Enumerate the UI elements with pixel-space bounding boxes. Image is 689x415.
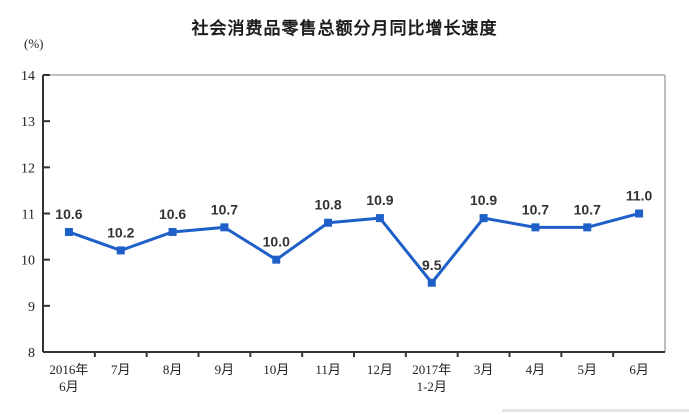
value-label: 10.6 <box>55 206 82 222</box>
x-tick-label: 3月 <box>474 362 494 377</box>
data-point-marker <box>220 223 229 232</box>
data-point-marker <box>583 223 592 232</box>
y-tick-label: 14 <box>21 69 35 84</box>
bottom-divider <box>502 409 689 412</box>
x-tick-label: 9月 <box>215 362 235 377</box>
y-tick-label: 12 <box>21 161 35 176</box>
value-label: 11.0 <box>626 188 653 204</box>
data-point-marker <box>116 246 125 255</box>
x-tick-label: 12月 <box>367 362 393 377</box>
data-point-marker <box>427 278 436 287</box>
x-tick-label: 7月 <box>111 362 131 377</box>
value-label: 10.7 <box>574 201 601 217</box>
x-tick-label: 2017年 1-2月 <box>412 362 451 394</box>
data-point-marker <box>635 209 644 218</box>
x-tick-label: 10月 <box>263 362 289 377</box>
data-point-marker <box>479 214 488 223</box>
x-tick-label: 4月 <box>526 362 546 377</box>
data-point-marker <box>531 223 540 232</box>
value-label: 10.9 <box>366 192 393 208</box>
x-tick-label: 6月 <box>629 362 649 377</box>
x-tick-label: 11月 <box>315 362 341 377</box>
data-point-marker <box>168 227 177 236</box>
x-tick-label: 8月 <box>163 362 183 377</box>
x-tick-label: 5月 <box>577 362 597 377</box>
value-label: 10.0 <box>263 234 290 250</box>
value-label: 10.6 <box>159 206 186 222</box>
value-label: 10.8 <box>314 197 341 213</box>
data-line <box>68 212 640 285</box>
y-tick-label: 10 <box>21 254 35 269</box>
value-label: 10.7 <box>522 201 549 217</box>
value-label: 9.5 <box>422 257 442 273</box>
y-axis-unit-label: (%) <box>24 36 44 51</box>
value-label: 10.9 <box>470 192 497 208</box>
value-label: 10.7 <box>211 201 238 217</box>
y-tick-label: 11 <box>22 208 35 223</box>
value-label: 10.2 <box>107 224 134 240</box>
y-tick-label: 9 <box>28 300 35 315</box>
chart-title: 社会消费品零售总额分月同比增长速度 <box>191 19 498 38</box>
data-point-marker <box>64 227 73 236</box>
x-tick-label: 2016年 6月 <box>49 362 88 394</box>
data-point-marker <box>324 218 333 227</box>
data-point-marker <box>272 255 281 264</box>
y-tick-label: 13 <box>21 115 35 130</box>
data-point-marker <box>375 214 384 223</box>
y-tick-label: 8 <box>28 346 35 361</box>
